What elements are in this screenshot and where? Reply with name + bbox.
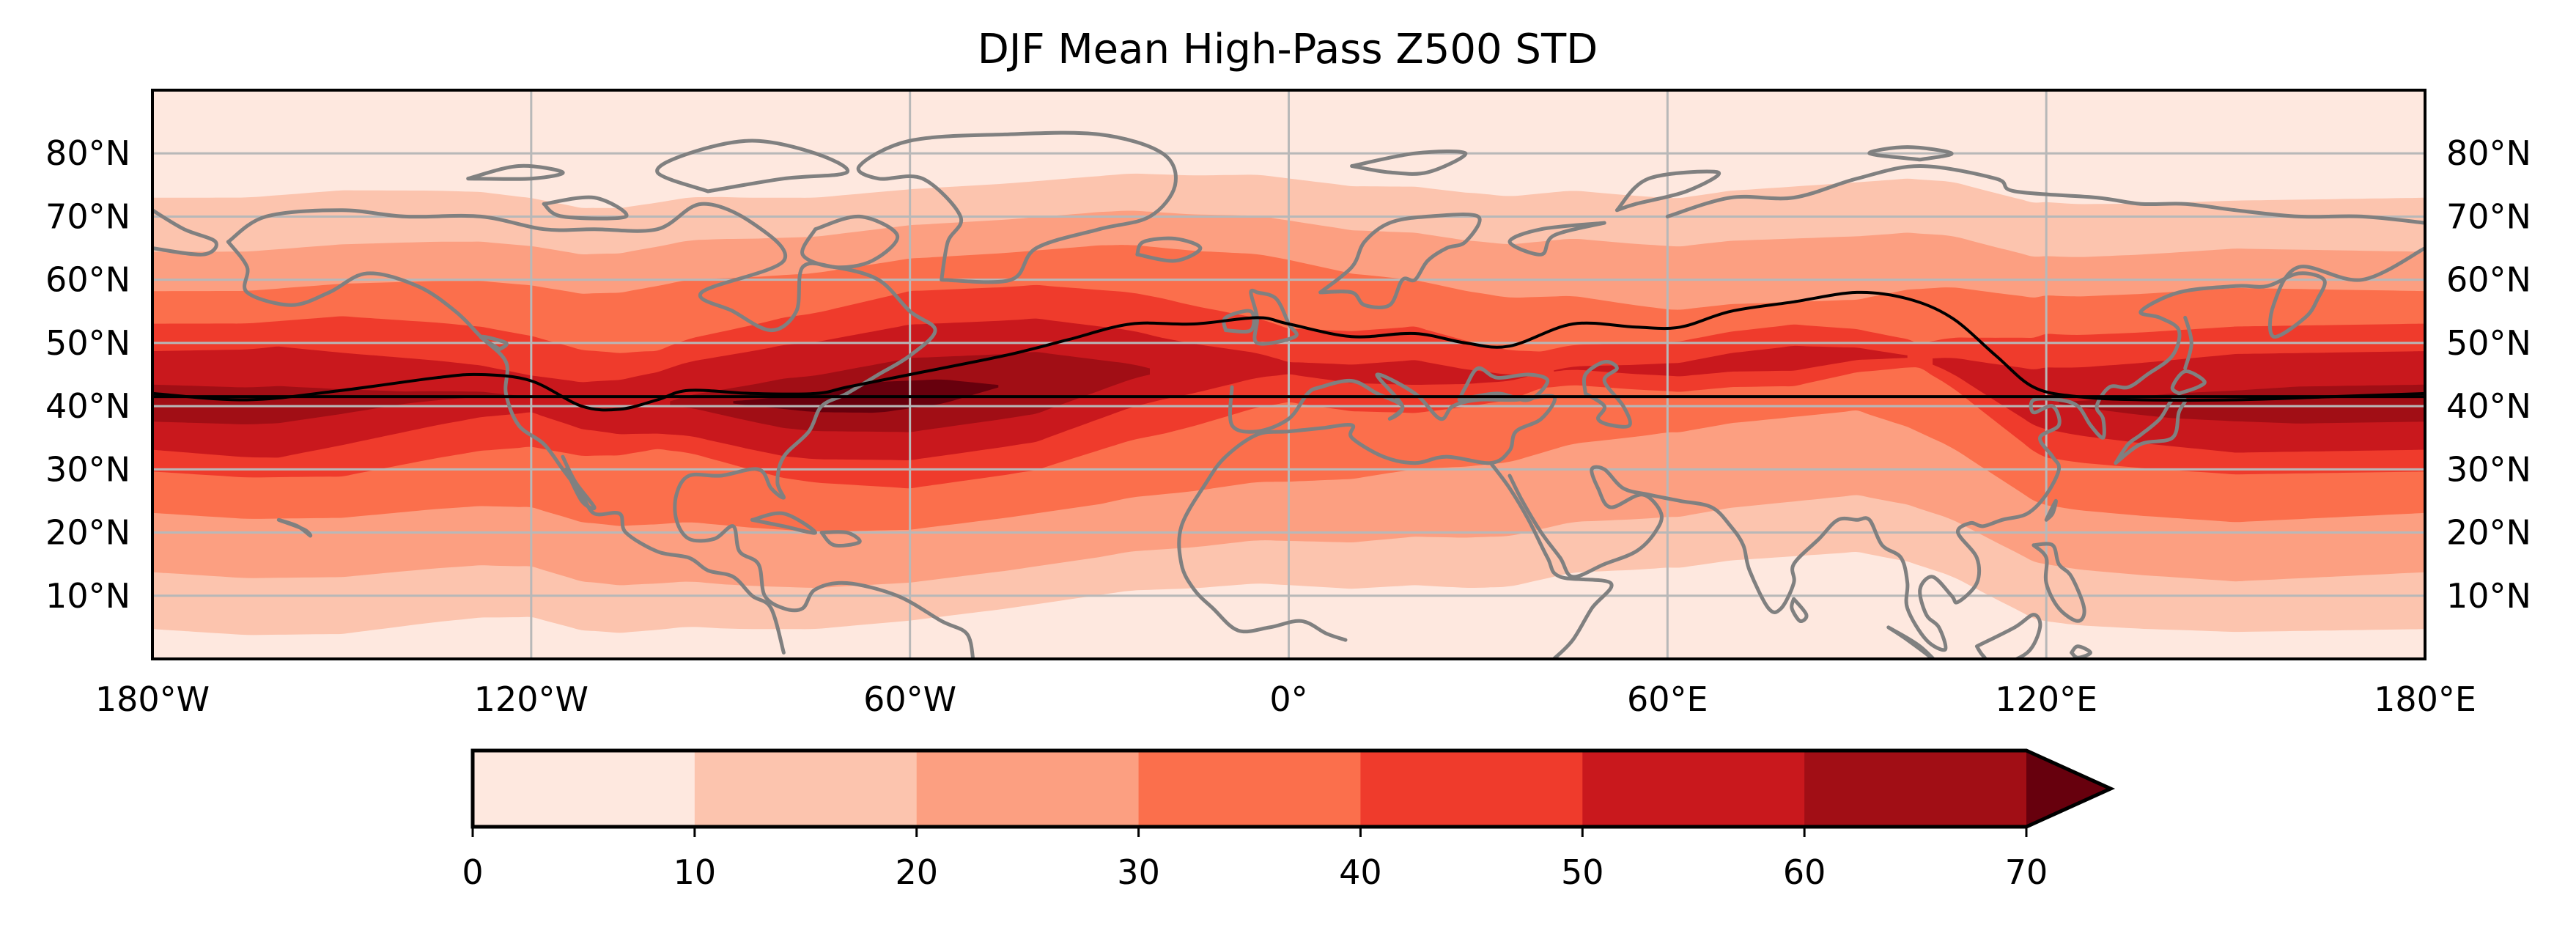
coastline [226, 240, 786, 655]
colorbar-cell [916, 751, 1140, 827]
y-tick-label-left: 40°N [45, 386, 130, 426]
x-tick-label: 0° [1269, 679, 1307, 719]
coastline [1318, 213, 1482, 309]
coastline [2031, 542, 2086, 623]
coastline [800, 214, 899, 270]
colorbar-tick-label: 60 [1783, 852, 1826, 892]
coastline [2183, 315, 2193, 370]
coastline [1614, 169, 1721, 213]
contour-band-60 [2059, 384, 2425, 424]
coastline [1582, 360, 1632, 429]
y-tick-label-right: 70°N [2446, 196, 2531, 236]
coastline [1974, 613, 2042, 659]
map-title: DJF Mean High-Pass Z500 STD [978, 26, 1598, 73]
coastline [819, 530, 862, 548]
y-tick-label-right: 30°N [2446, 449, 2531, 489]
y-tick-label-right: 20°N [2446, 513, 2531, 553]
jet-axis-line [152, 290, 2425, 412]
colorbar-tick-label: 20 [895, 852, 938, 892]
colorbar-tick-label: 0 [462, 852, 483, 892]
y-tick-label-right: 50°N [2446, 323, 2531, 363]
coastline [1350, 149, 1468, 176]
colorbar-outline [470, 748, 2116, 829]
coastline [276, 517, 313, 538]
y-tick-label-left: 10°N [45, 576, 130, 616]
y-tick-label-left: 20°N [45, 513, 130, 553]
colorbar-tick-label: 30 [1117, 852, 1160, 892]
coastline [1177, 372, 1557, 642]
x-tick-label: 60°E [1627, 679, 1708, 719]
colorbar-cell [1138, 751, 1361, 827]
y-tick-label-left: 80°N [45, 133, 130, 173]
colorbar-cell [473, 751, 695, 827]
colorbar-tick-label: 50 [1561, 852, 1604, 892]
colorbar-tick-label: 10 [673, 852, 717, 892]
x-tick-label: 180°E [2374, 679, 2476, 719]
coastline [466, 163, 565, 181]
colorbar-cells [473, 751, 2111, 827]
coastline [542, 195, 629, 221]
colorbar: 0 10 20 30 40 50 60 70 [462, 748, 2116, 892]
x-axis-ticks: 180°W 120°W 60°W 0° 60°E 120°E 180°E [95, 679, 2476, 719]
contour-band-50 [1554, 345, 1908, 377]
coastline [856, 130, 1178, 284]
x-tick-label: 120°E [1995, 679, 2097, 719]
coastline [1665, 164, 2425, 225]
coastline [479, 334, 509, 351]
colorbar-tick-label: 70 [2005, 852, 2048, 892]
coastline [1886, 625, 1936, 659]
colorbar-tick-label: 40 [1339, 852, 1382, 892]
x-tick-label: 180°W [95, 679, 210, 719]
map-area [152, 90, 2425, 659]
y-tick-label-right: 40°N [2446, 386, 2531, 426]
y-tick-label-left: 70°N [45, 196, 130, 236]
coastline [1135, 236, 1203, 263]
coastline [2070, 644, 2092, 659]
y-tick-label-left: 50°N [45, 323, 130, 363]
y-tick-label-left: 30°N [45, 449, 130, 489]
x-tick-label: 60°W [863, 679, 956, 719]
colorbar-extend-arrow [2026, 751, 2111, 827]
coastline [1507, 246, 2425, 652]
coastline [2170, 369, 2207, 396]
y-axis-ticks: 10°N 10°N 20°N 20°N 30°N 30°N 40°N 40°N 50°N 50°N… [45, 133, 2531, 616]
coastlines [152, 130, 2425, 659]
y-tick-label-right: 60°N [2446, 260, 2531, 300]
coastline [750, 511, 817, 535]
coastline [1249, 288, 1299, 346]
colorbar-cell [1582, 751, 1805, 827]
colorbar-ticks: 0 10 20 30 40 50 60 70 [462, 827, 2048, 892]
coastline [1867, 145, 1954, 162]
y-tick-label-left: 60°N [45, 260, 130, 300]
y-tick-label-right: 80°N [2446, 133, 2531, 173]
coastline [1488, 461, 1614, 659]
coastline [2044, 498, 2058, 522]
coastline [561, 454, 597, 511]
y-tick-label-right: 10°N [2446, 576, 2531, 616]
map-frame [151, 89, 2426, 660]
coastline [226, 202, 975, 659]
coastline [1507, 221, 1606, 257]
contour-band-60 [152, 384, 519, 424]
x-tick-label: 120°W [474, 679, 588, 719]
colorbar-cell [1804, 751, 2027, 827]
colorbar-cell [1360, 751, 1583, 827]
coastline [655, 139, 850, 194]
colorbar-cell [694, 751, 918, 827]
coastline [1790, 597, 1809, 624]
coastline [152, 208, 218, 257]
